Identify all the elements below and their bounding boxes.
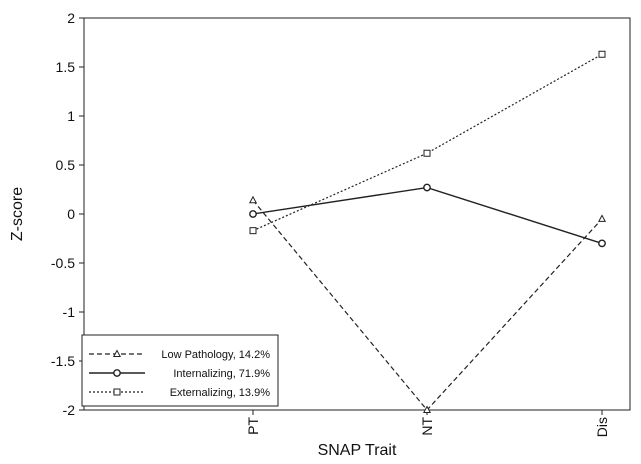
y-tick-label: 0 <box>67 206 75 222</box>
data-point-2-1 <box>423 149 431 157</box>
y-tick-label: -1 <box>63 304 76 320</box>
x-tick-label: NT <box>419 417 435 436</box>
y-axis: 2 1.5 1 0.5 0 -0.5 -1 -1.5 -2 <box>51 10 84 418</box>
data-point-0-2 <box>597 214 607 222</box>
y-tick-label: -0.5 <box>51 255 75 271</box>
data-point-2-2 <box>598 50 606 58</box>
y-axis-title: Z-score <box>9 187 26 241</box>
y-tick-label: 1.5 <box>56 59 76 75</box>
legend-label-1: Internalizing, 71.9% <box>173 368 270 380</box>
legend-label-0: Low Pathology, 14.2% <box>161 349 270 361</box>
series-line-2 <box>252 53 603 232</box>
y-tick-label: -2 <box>63 402 76 418</box>
legend: Low Pathology, 14.2% Internalizing, 71.9%… <box>81 334 279 407</box>
y-tick-label: 0.5 <box>56 157 76 173</box>
x-tick-label: Dis <box>594 417 610 437</box>
data-point-2-0 <box>249 227 257 235</box>
x-tick-label: PT <box>245 417 261 435</box>
data-point-0-1 <box>422 405 432 413</box>
legend-marker-0 <box>112 349 122 357</box>
y-tick-label: 1 <box>67 108 75 124</box>
legend-marker-2 <box>113 388 121 396</box>
series-line-0 <box>252 199 603 411</box>
data-point-1-1 <box>423 183 431 192</box>
series-line-1 <box>252 186 603 245</box>
x-axis: PT NT Dis <box>245 410 610 437</box>
legend-marker-1 <box>113 369 121 377</box>
y-tick-label: 2 <box>67 10 75 26</box>
data-point-0-0 <box>248 195 258 204</box>
legend-label-2: Externalizing, 13.9% <box>170 387 270 399</box>
series-layer <box>248 50 607 413</box>
y-tick-label: -1.5 <box>51 353 75 369</box>
data-point-1-0 <box>249 210 257 218</box>
x-axis-title: SNAP Trait <box>318 442 397 459</box>
data-point-1-2 <box>598 239 606 248</box>
